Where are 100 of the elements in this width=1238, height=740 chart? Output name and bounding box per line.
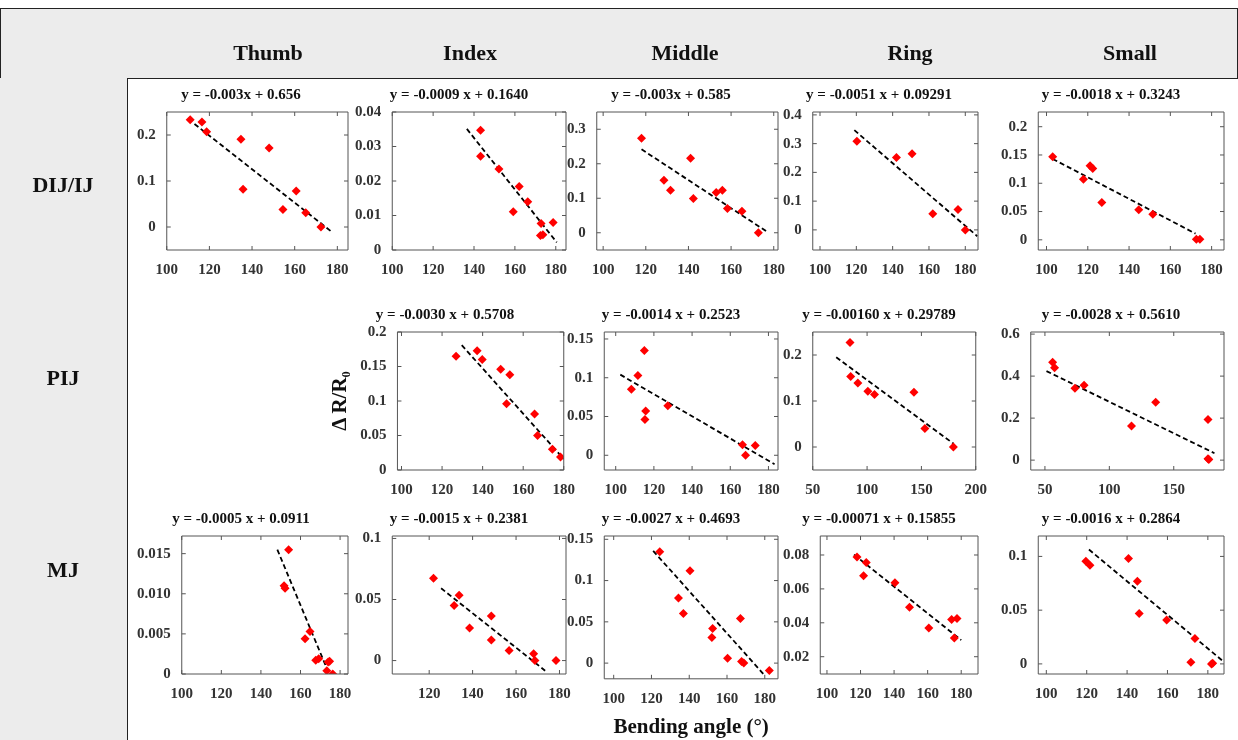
x-tick-label: 160	[917, 260, 941, 277]
y-tick-label: 0.1	[567, 189, 586, 206]
y-tick-label: 0.05	[1001, 601, 1028, 618]
y-tick-label: 0.15	[567, 530, 594, 547]
y-axis-title: Δ R/R₀	[327, 371, 352, 431]
y-tick-label: 0	[378, 460, 387, 477]
x-tick-label: 100	[170, 684, 193, 701]
x-tick-label: 140	[881, 260, 904, 277]
x-tick-label: 100	[591, 260, 615, 277]
x-tick-label: 180	[753, 689, 777, 706]
y-tick-label: 0	[794, 437, 802, 454]
x-tick-label: 180	[548, 684, 571, 701]
y-tick-label: 0.1	[783, 391, 802, 408]
y-tick-label: 0.02	[355, 171, 382, 188]
x-tick-label: 150	[1162, 480, 1186, 497]
y-tick-label: 0.1	[137, 171, 156, 188]
x-tick-label: 180	[328, 684, 352, 701]
x-tick-label: 140	[882, 684, 906, 701]
chart-title: y = -0.0015 x + 0.2381	[389, 509, 529, 526]
x-tick-label: 160	[719, 260, 743, 277]
y-tick-label: 0.4	[783, 105, 803, 122]
text: Thumb	[233, 40, 303, 66]
y-tick-label: 0.08	[783, 545, 810, 562]
x-tick-label: 120	[198, 260, 221, 277]
y-tick-label: 0	[585, 653, 594, 670]
x-tick-label: 100	[604, 480, 627, 497]
x-axis-title: Bending angle (°)	[613, 713, 769, 738]
text: Index	[443, 40, 497, 66]
x-tick-label: 160	[1159, 260, 1182, 277]
text: Small	[1103, 40, 1157, 66]
x-tick-label: 100	[1035, 684, 1058, 701]
x-tick-label: 160	[283, 260, 306, 277]
x-tick-label: 120	[1076, 260, 1100, 277]
x-tick-label: 180	[552, 480, 575, 497]
y-tick-label: 0.2	[367, 322, 387, 339]
chart-title: y = -0.0030 x + 0.5708	[375, 305, 515, 322]
text: PIJ	[46, 365, 80, 391]
x-tick-label: 140	[677, 689, 701, 706]
x-tick-label: 180	[1196, 684, 1220, 701]
y-tick-label: 0.15	[567, 329, 594, 346]
y-tick-label: 0.2	[783, 345, 802, 362]
y-tick-label: 0.1	[574, 571, 594, 588]
y-tick-label: 0.05	[1001, 202, 1028, 219]
x-tick-label: 100	[602, 689, 625, 706]
x-tick-label: 160	[511, 480, 535, 497]
y-tick-label: 0	[1012, 451, 1020, 467]
y-tick-label: 0	[373, 651, 382, 668]
x-tick-label: 100	[808, 260, 832, 277]
chart-title: y = -0.003x + 0.585	[611, 85, 731, 102]
x-tick-label: 120	[849, 684, 872, 701]
x-tick-label: 120	[845, 260, 868, 277]
chart-title: y = -0.0009 x + 0.1640	[389, 85, 529, 102]
x-tick-label: 180	[762, 260, 785, 277]
chart-title: y = -0.0016 x + 0.2864	[1041, 509, 1181, 526]
y-tick-label: 0	[373, 240, 382, 257]
chart-title: y = -0.003x + 0.656	[181, 85, 302, 102]
x-tick-label: 140	[249, 684, 273, 701]
x-tick-label: 160	[504, 684, 528, 701]
chart-title: y = -0.0005 x + 0.0911	[172, 509, 310, 526]
x-tick-label: 140	[461, 684, 484, 701]
x-tick-label: 50	[1037, 480, 1053, 497]
x-tick-label: 180	[1200, 260, 1223, 277]
y-tick-label: 0.2	[137, 125, 156, 142]
x-tick-label: 100	[1035, 260, 1058, 277]
y-tick-label: 0.2	[1008, 117, 1028, 134]
x-tick-label: 100	[1098, 480, 1121, 497]
text: DIJ/IJ	[32, 172, 94, 198]
y-tick-label: 0.2	[567, 154, 586, 171]
chart-title: y = -0.0018 x + 0.3243	[1041, 85, 1181, 102]
y-tick-label: 0.02	[783, 647, 810, 664]
x-tick-label: 100	[815, 684, 839, 701]
y-tick-label: 0	[1019, 230, 1028, 247]
y-tick-label: 0.06	[783, 579, 810, 596]
x-tick-label: 180	[326, 260, 349, 277]
x-tick-label: 160	[715, 689, 739, 706]
x-tick-label: 180	[949, 684, 973, 701]
x-tick-label: 120	[634, 260, 658, 277]
y-tick-label: 0.005	[137, 624, 171, 641]
y-tick-label: 0	[163, 664, 171, 681]
x-tick-label: 100	[381, 260, 404, 277]
chart-title: y = -0.0051 x + 0.09291	[806, 85, 952, 102]
x-tick-label: 120	[1075, 684, 1098, 701]
x-tick-label: 160	[916, 684, 939, 701]
y-tick-label: 0	[1019, 654, 1028, 671]
y-tick-label: 0.4	[1001, 366, 1021, 383]
x-tick-label: 50	[805, 480, 821, 497]
x-tick-label: 100	[855, 480, 879, 497]
y-tick-label: 0.1	[1008, 174, 1028, 191]
y-tick-label: 0.15	[360, 357, 387, 374]
x-tick-label: 120	[430, 480, 454, 497]
y-tick-label: 0.01	[355, 206, 382, 223]
chart-title: y = -0.00160 x + 0.29789	[802, 305, 956, 322]
x-tick-label: 200	[964, 480, 987, 497]
x-tick-label: 100	[155, 260, 178, 277]
y-tick-label: 0.04	[355, 102, 382, 119]
y-tick-label: 0	[585, 446, 594, 463]
x-tick-label: 140	[471, 480, 494, 497]
text: Middle	[651, 40, 719, 66]
x-tick-label: 120	[640, 689, 663, 706]
x-tick-label: 120	[417, 684, 441, 701]
